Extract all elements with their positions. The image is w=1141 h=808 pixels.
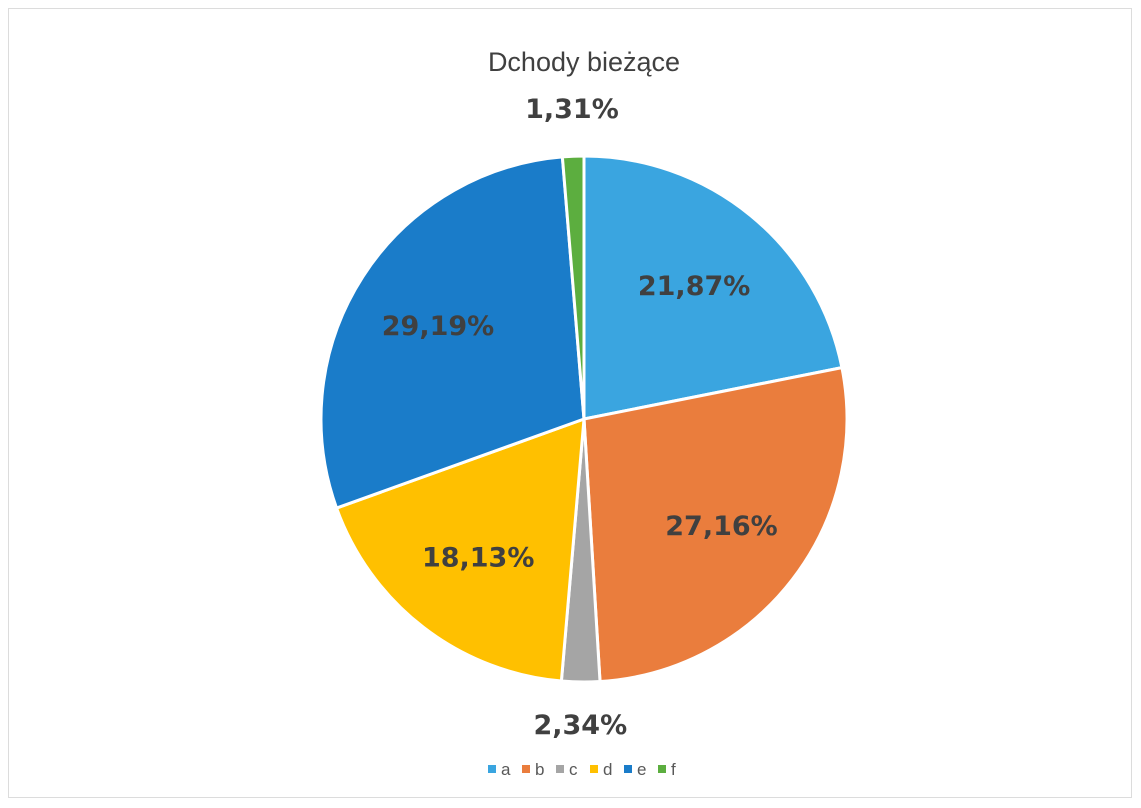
pie-slice-d <box>335 417 586 683</box>
legend-label-e: e <box>637 760 646 779</box>
pie-slice-a <box>582 154 844 421</box>
data-label-b: 27,16% <box>665 511 777 542</box>
legend-swatch-a <box>488 765 496 773</box>
legend-item-f: f <box>658 760 676 779</box>
legend-item-c: c <box>556 760 578 779</box>
pie-slices <box>319 154 849 684</box>
data-label-e: 29,19% <box>382 311 494 342</box>
legend-label-f: f <box>671 760 676 779</box>
pie-slice-b <box>582 366 849 684</box>
legend-swatch-d <box>590 765 598 773</box>
legend-item-e: e <box>624 760 646 779</box>
pie-data-labels: 21,87% 27,16% 2,34% 18,13% 29,19% 1,31% <box>382 94 778 741</box>
legend-item-b: b <box>522 760 544 779</box>
legend-label-c: c <box>569 760 578 779</box>
pie-slice-e <box>319 155 586 510</box>
legend-item-d: d <box>590 760 612 779</box>
legend-swatch-f <box>658 765 666 773</box>
legend-item-a: a <box>488 760 511 779</box>
legend-label-b: b <box>535 760 544 779</box>
data-label-a: 21,87% <box>638 271 750 302</box>
pie-slice-f <box>560 154 586 421</box>
data-label-f: 1,31% <box>525 94 619 125</box>
legend-label-a: a <box>501 760 511 779</box>
data-label-d: 18,13% <box>422 543 534 574</box>
legend-swatch-e <box>624 765 632 773</box>
legend-label-d: d <box>603 760 612 779</box>
legend-swatch-c <box>556 765 564 773</box>
legend: a b c d e f <box>488 760 676 779</box>
chart-title: Dchody bieżące <box>488 47 680 77</box>
data-label-c: 2,34% <box>533 710 627 741</box>
legend-swatch-b <box>522 765 530 773</box>
